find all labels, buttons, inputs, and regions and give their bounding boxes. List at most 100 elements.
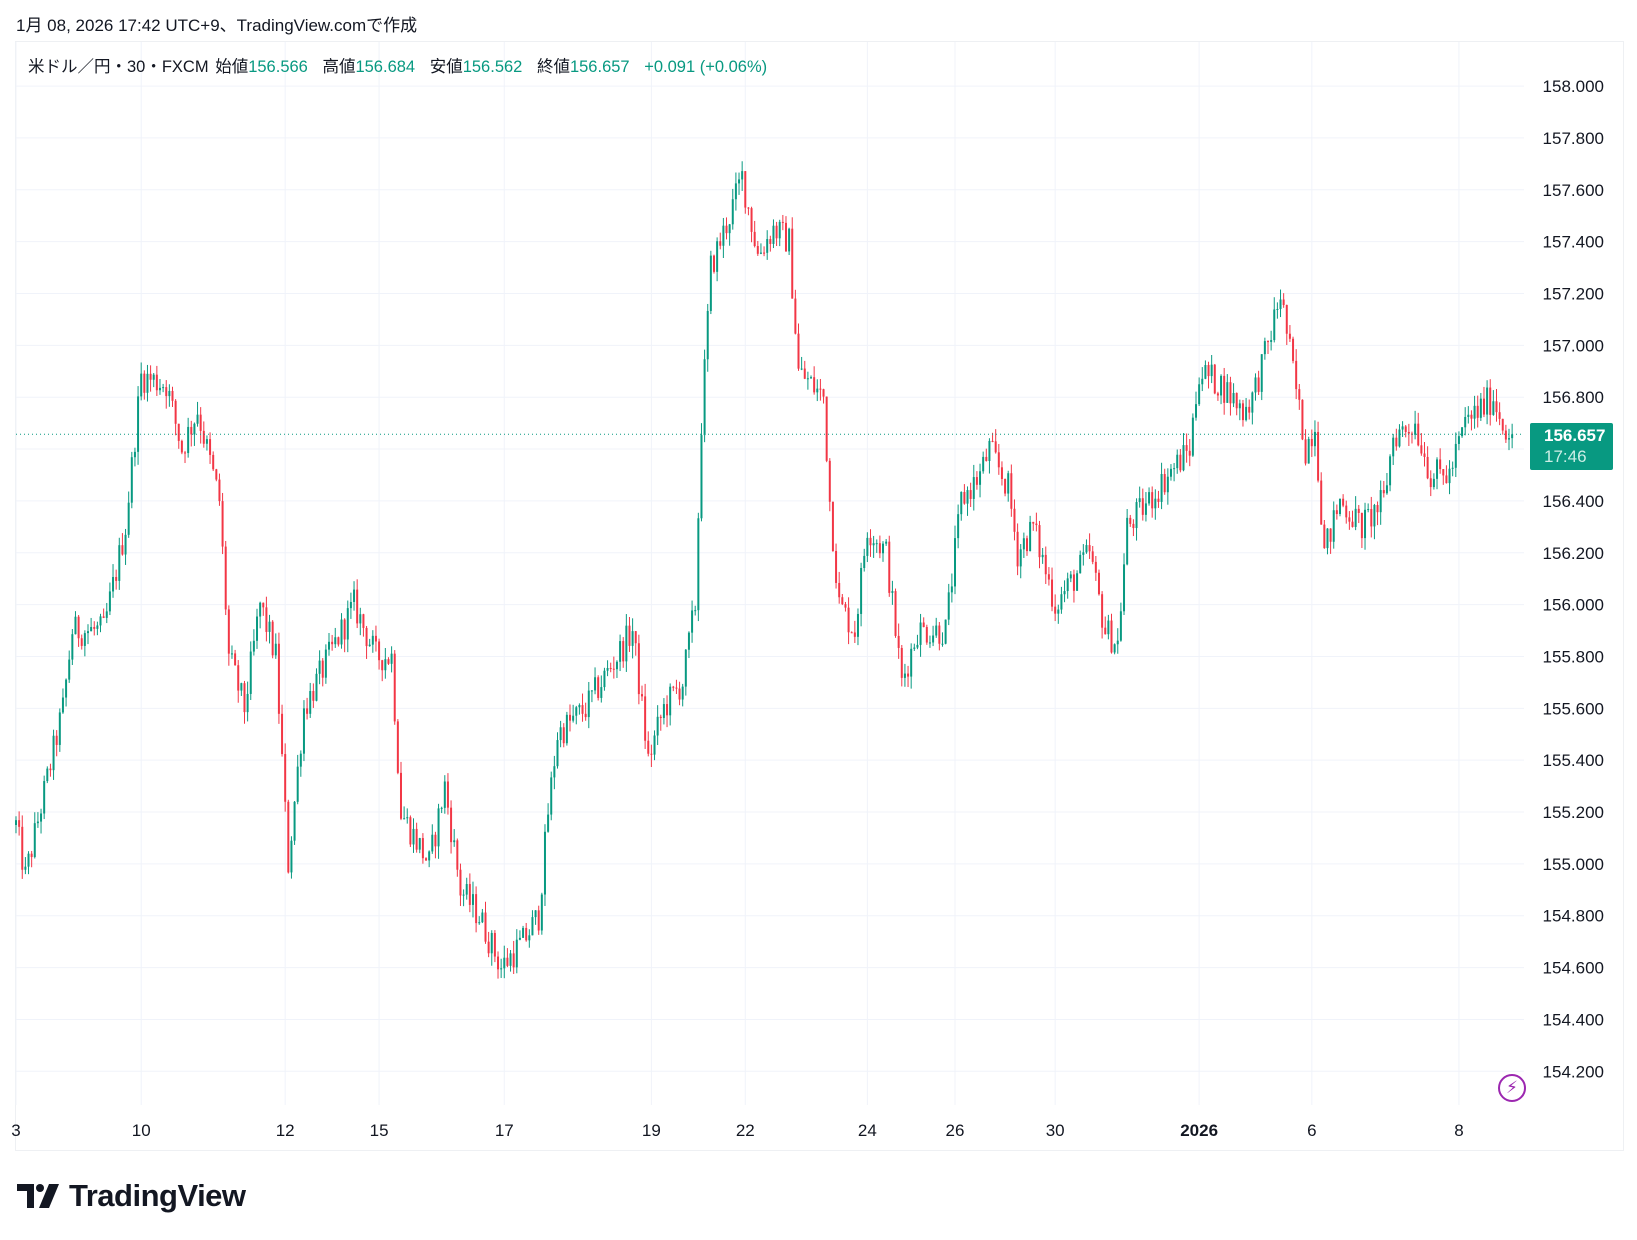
candle xyxy=(913,643,916,651)
candle xyxy=(155,365,158,396)
candle xyxy=(1451,461,1454,477)
candle xyxy=(212,451,215,472)
candle xyxy=(769,235,772,252)
candle xyxy=(1407,423,1410,447)
candle-body xyxy=(171,390,174,401)
candle-body xyxy=(669,686,672,716)
candle-body xyxy=(662,704,665,719)
candle-body xyxy=(1063,591,1066,595)
candle xyxy=(296,754,299,805)
candle-body xyxy=(40,813,43,822)
candle xyxy=(384,647,387,679)
candle xyxy=(1160,462,1163,510)
candle-body xyxy=(143,373,146,393)
candle xyxy=(105,602,108,624)
candle-body xyxy=(393,653,396,722)
candle-body xyxy=(700,435,703,519)
candle-body xyxy=(158,387,161,391)
candle-body xyxy=(212,454,215,470)
low-label: 安値 xyxy=(429,58,463,76)
candle xyxy=(863,548,866,572)
candle-body xyxy=(96,625,99,629)
candle xyxy=(954,525,956,595)
lightning-icon[interactable]: ⚡︎ xyxy=(1498,1074,1526,1102)
last-price-label: 156.657 17:46 xyxy=(1530,423,1613,470)
candle xyxy=(1345,500,1348,524)
candle xyxy=(518,930,521,941)
candle-body xyxy=(753,231,756,247)
candle-body xyxy=(838,582,841,598)
candle-body xyxy=(769,239,772,244)
candle xyxy=(40,808,43,834)
candle-body xyxy=(318,660,321,674)
candle xyxy=(337,636,340,647)
candle-body xyxy=(1213,364,1216,394)
candle xyxy=(1417,412,1420,447)
candle xyxy=(547,803,550,833)
candle-body xyxy=(1000,467,1003,479)
candle-body xyxy=(243,683,246,713)
symbol-label[interactable]: 米ドル／円・30・FXCM xyxy=(28,58,209,76)
candle-body xyxy=(1057,609,1060,614)
candle xyxy=(193,422,196,446)
candle xyxy=(309,682,312,718)
candle-body xyxy=(1107,620,1110,635)
candle-body xyxy=(302,708,305,754)
candle-body xyxy=(409,817,412,845)
candle xyxy=(334,627,337,648)
candle-body xyxy=(781,221,784,223)
tradingview-logo[interactable]: TradingView xyxy=(17,1178,246,1214)
candle xyxy=(1495,389,1498,422)
candle-body xyxy=(1492,401,1495,415)
candle xyxy=(71,629,74,666)
candle xyxy=(1342,494,1345,508)
candle-body xyxy=(284,754,287,802)
candle-body xyxy=(1470,414,1473,419)
candle-body xyxy=(1382,490,1385,494)
candle-body xyxy=(237,665,240,691)
candle-body xyxy=(562,727,565,744)
candle xyxy=(810,375,813,379)
candle xyxy=(543,824,546,907)
open-value: 156.566 xyxy=(248,58,308,76)
candle xyxy=(938,621,941,651)
candle xyxy=(813,366,816,395)
candle-body xyxy=(46,768,49,782)
candle xyxy=(1292,336,1295,364)
candle-body xyxy=(644,696,647,741)
candle-body xyxy=(1398,429,1401,447)
candle-body xyxy=(218,479,221,502)
candle-body xyxy=(825,396,828,461)
candle-body xyxy=(1508,438,1511,440)
candle-body xyxy=(1148,492,1151,504)
price-tick-label: 157.200 xyxy=(1543,284,1604,303)
candle-body xyxy=(910,648,913,677)
candle-body xyxy=(71,634,74,660)
candle xyxy=(653,730,656,761)
candle-body xyxy=(1335,510,1338,515)
candle xyxy=(831,501,834,552)
candle-body xyxy=(21,826,24,870)
candle-body xyxy=(162,387,165,389)
candle-body xyxy=(681,686,684,700)
candle xyxy=(403,806,406,820)
candle-body xyxy=(137,396,140,452)
candle-body xyxy=(384,659,387,671)
candle-body xyxy=(1044,554,1047,575)
candle-body xyxy=(656,716,659,736)
candle-body xyxy=(390,653,393,664)
candle-body xyxy=(1354,508,1357,527)
candles xyxy=(15,161,1514,979)
candle xyxy=(687,631,690,659)
candle xyxy=(659,714,662,731)
candle xyxy=(371,630,374,653)
candle xyxy=(600,675,603,703)
last-price-value: 156.657 xyxy=(1544,426,1606,445)
candle xyxy=(171,386,174,408)
candle-body xyxy=(396,721,399,773)
time-tick-label: 26 xyxy=(946,1121,965,1140)
candle-body xyxy=(828,460,831,502)
candle xyxy=(1166,468,1169,505)
candle-body xyxy=(209,439,212,455)
